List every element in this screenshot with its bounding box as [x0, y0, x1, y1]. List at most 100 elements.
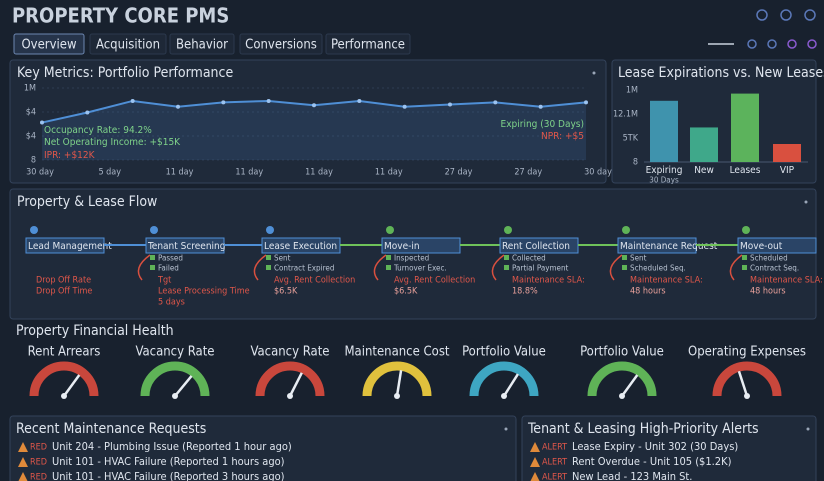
item-text[interactable]: Unit 204 - Plumbing Issue (Reported 1 ho…	[52, 440, 292, 453]
item-bullet	[504, 265, 509, 270]
tool-icon[interactable]	[787, 39, 797, 49]
app-title: PROPERTY CORE PMS	[12, 4, 229, 28]
x-axis-label: Leases	[730, 165, 761, 176]
menu-icon[interactable]	[504, 427, 508, 431]
tool-icon[interactable]	[747, 39, 757, 49]
node-label: Lead Management	[28, 241, 112, 252]
chart-annotation: IPR: +$12K	[44, 150, 96, 161]
item-text[interactable]: Lease Expiry - Unit 302 (30 Days)	[572, 440, 738, 453]
y-axis-label: 5TK	[623, 134, 639, 144]
line-point	[266, 98, 271, 103]
flow-node[interactable]	[737, 237, 817, 254]
menu-icon[interactable]	[804, 200, 808, 204]
node-label: Lease Execution	[264, 241, 337, 252]
x-axis-label: 30 day	[26, 168, 54, 178]
bar	[650, 100, 678, 162]
node-item: Contract Expired	[274, 264, 334, 273]
item-tag: RED	[30, 458, 47, 468]
toolbar-icons	[708, 9, 817, 49]
tab[interactable]	[325, 33, 411, 55]
gauge-needle	[395, 370, 403, 397]
item-bullet	[266, 255, 271, 260]
menu-icon[interactable]	[806, 427, 810, 431]
tab[interactable]	[169, 33, 235, 55]
gauge-hub	[501, 393, 507, 399]
tool-icon[interactable]	[807, 39, 817, 49]
line-point	[448, 102, 452, 107]
x-axis-label: 30 day	[584, 168, 612, 178]
panel-title: Recent Maintenance Requests	[16, 421, 206, 437]
x-axis-note: 30 Days	[649, 176, 679, 185]
y-axis-label: $4	[26, 132, 36, 142]
maintenance-panel	[9, 415, 517, 481]
node-label: Tenant Screening	[147, 241, 225, 252]
node-icon	[266, 226, 274, 234]
y-axis-label: 1M	[626, 86, 638, 96]
x-axis-label: VIP	[780, 165, 795, 176]
bar	[731, 93, 759, 162]
line-point	[130, 98, 135, 103]
node-note: $6.5K	[394, 287, 418, 297]
x-axis-label: 11 day	[375, 168, 403, 178]
tab[interactable]	[239, 33, 323, 55]
node-icon	[742, 226, 750, 234]
node-item: Partial Payment	[512, 264, 569, 273]
node-note: Drop Off Time	[36, 287, 92, 297]
warning-icon	[530, 472, 540, 481]
node-item: Passed	[158, 254, 183, 263]
item-bullet	[622, 255, 627, 260]
y-axis-label: 12.1M	[613, 110, 638, 120]
node-note: Drop Off Rate	[36, 276, 91, 286]
chart-annotation: Occupancy Rate: 94.2%	[44, 125, 152, 136]
item-bullet	[150, 255, 155, 260]
node-icon	[386, 226, 394, 234]
gauge-hub	[394, 393, 400, 399]
item-text[interactable]: Unit 101 - HVAC Failure (Reported 3 hour…	[52, 470, 285, 481]
tab-label: Performance	[331, 38, 405, 53]
flow-arrow-back	[373, 254, 387, 281]
x-axis-label: 11 day	[166, 168, 194, 178]
tab-label: Behavior	[176, 38, 228, 53]
x-axis-label: Expiring	[646, 165, 683, 176]
tab[interactable]	[13, 33, 85, 55]
warning-icon	[18, 442, 28, 452]
menu-icon[interactable]	[592, 71, 596, 75]
profile-icon[interactable]	[804, 9, 816, 21]
node-note: Maintenance SLA:	[750, 276, 823, 286]
item-bullet	[386, 265, 391, 270]
tab[interactable]	[89, 33, 167, 55]
item-text[interactable]: New Lead - 123 Main St.	[572, 470, 692, 481]
item-text[interactable]: Unit 101 - HVAC Failure (Reported 1 hour…	[52, 455, 285, 468]
search-icon[interactable]	[756, 9, 768, 21]
settings-icon[interactable]	[780, 9, 792, 21]
item-text[interactable]: Rent Overdue - Unit 105 ($1.2K)	[572, 455, 732, 468]
key-metrics-panel	[9, 59, 607, 184]
item-bullet	[504, 255, 509, 260]
gauge-label: Vacancy Rate	[250, 345, 329, 360]
line-point	[538, 104, 543, 109]
gauge-arc	[29, 361, 99, 397]
gauge-label: Portfolio Value	[462, 345, 546, 360]
y-axis-label: 8	[633, 158, 638, 168]
node-item: Sent	[630, 254, 647, 263]
tool-icon[interactable]	[767, 39, 777, 49]
y-axis-label: $4	[26, 108, 36, 118]
item-tag: RED	[30, 473, 47, 481]
node-note: Maintenance SLA:	[512, 276, 585, 286]
node-item: Turnover Exec.	[393, 264, 447, 273]
x-axis-label: New	[694, 165, 714, 176]
node-icon	[622, 226, 630, 234]
flow-panel	[9, 188, 817, 320]
item-bullet	[266, 265, 271, 270]
line-point	[85, 110, 90, 115]
x-axis-label: 5 day	[98, 168, 121, 178]
x-axis-label: 27 day	[445, 168, 473, 178]
gauge-hub	[61, 393, 67, 399]
warning-icon	[18, 457, 28, 467]
node-item: Scheduled	[750, 254, 788, 263]
chart-annotation: Net Operating Income: +$15K	[44, 137, 181, 148]
node-note: Maintenance SLA:	[630, 276, 703, 286]
item-tag: ALERT	[542, 458, 567, 468]
warning-icon	[18, 472, 28, 481]
node-note: Lease Processing Time	[158, 287, 250, 297]
